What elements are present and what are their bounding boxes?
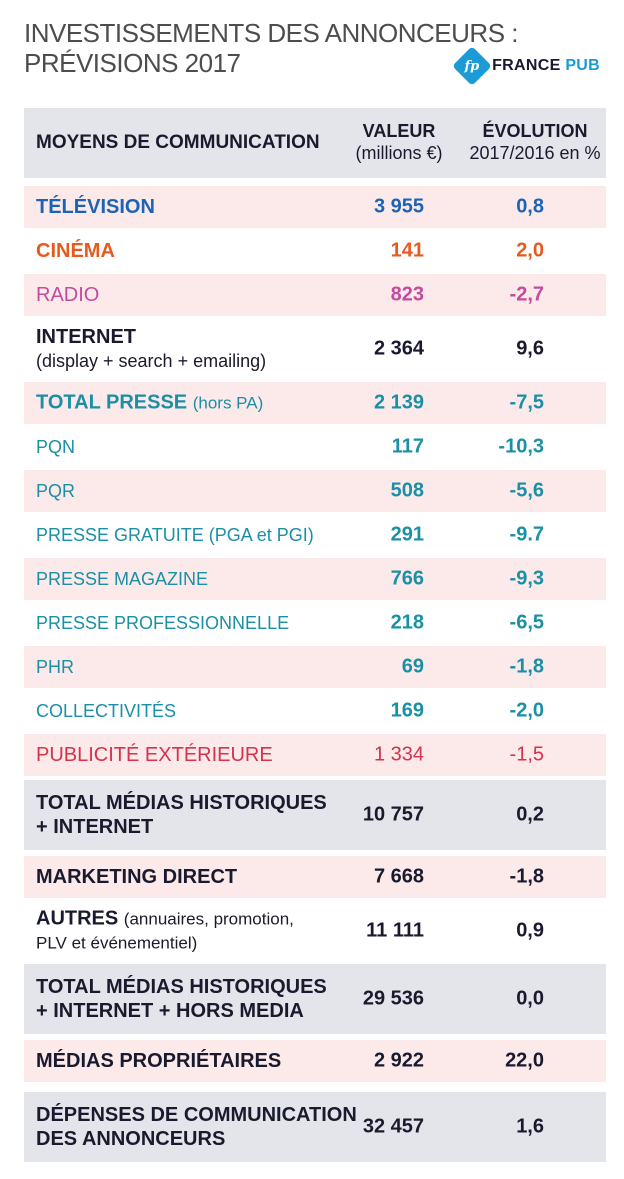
row-label: AUTRES <box>36 907 119 930</box>
row-evolution: -1,8 <box>509 865 544 888</box>
row-sublabel: (display + search + emailing) <box>36 351 267 371</box>
row-label: PQR <box>36 481 76 501</box>
row-evolution: 9,6 <box>516 337 544 360</box>
table-row-presse-gratuite: PRESSE GRATUITE (PGA et PGI) 291 -9.7 <box>24 514 606 556</box>
row-evolution: -9,3 <box>509 567 544 590</box>
row-label: TÉLÉVISION <box>36 196 155 218</box>
table-row-pqr: PQR 508 -5,6 <box>24 470 606 512</box>
fp-logo-icon: fp <box>452 46 492 86</box>
table-row-medias-proprietaires: MÉDIAS PROPRIÉTAIRES 2 922 22,0 <box>24 1040 606 1082</box>
row-evolution: -1,8 <box>509 655 544 678</box>
row-label: INTERNET <box>36 326 136 348</box>
row-evolution: -5,6 <box>509 479 544 502</box>
row-label: PRESSE PROFESSIONNELLE <box>36 613 290 633</box>
row-value: 10 757 <box>362 803 424 826</box>
row-value: 2 139 <box>373 391 424 414</box>
row-evolution: 1,6 <box>516 1115 544 1138</box>
row-value: 117 <box>391 435 424 458</box>
row-value: 1 334 <box>373 743 424 766</box>
row-value: 141 <box>390 239 424 262</box>
header-value-column: VALEUR (millions €) <box>355 121 443 163</box>
row-value: 218 <box>390 611 424 634</box>
row-label: PUBLICITÉ EXTÉRIEURE <box>36 744 273 766</box>
row-evolution: 0,2 <box>516 803 544 826</box>
row-value: 823 <box>390 283 424 306</box>
table-row-publicite-exterieure: PUBLICITÉ EXTÉRIEURE 1 334 -1,5 <box>24 734 606 776</box>
row-label: TOTAL MÉDIAS HISTORIQUES <box>36 792 327 814</box>
title-line-1: INVESTISSEMENTS DES ANNONCEURS : <box>24 18 518 48</box>
row-evolution: -6,5 <box>509 611 544 634</box>
table-row-cinema: CINÉMA 141 2,0 <box>24 230 606 272</box>
row-sublabel: + INTERNET <box>36 816 154 838</box>
title-line-2: PRÉVISIONS 2017 <box>24 48 241 78</box>
row-value: 7 668 <box>373 865 424 888</box>
table-row-internet: INTERNET (display + search + emailing) 2… <box>24 318 606 380</box>
row-value: 69 <box>401 655 424 678</box>
row-label: TOTAL MÉDIAS HISTORIQUES <box>36 976 327 998</box>
row-sublabel: (hors PA) <box>192 393 264 413</box>
table-row-presse-professionnelle: PRESSE PROFESSIONNELLE 218 -6,5 <box>24 602 606 644</box>
row-evolution: -2,0 <box>509 699 544 722</box>
table-header: MOYENS DE COMMUNICATION VALEUR (millions… <box>24 108 606 178</box>
table-row-depenses-communication: DÉPENSES DE COMMUNICATION DES ANNONCEURS… <box>24 1092 606 1162</box>
row-value: 2 364 <box>373 337 424 360</box>
header-media-column: MOYENS DE COMMUNICATION <box>36 132 320 153</box>
table-row-total-medias-historiques: TOTAL MÉDIAS HISTORIQUES + INTERNET 10 7… <box>24 780 606 850</box>
table-row-television: TÉLÉVISION 3 955 0,8 <box>24 186 606 228</box>
row-value: 508 <box>390 479 424 502</box>
row-evolution: -1,5 <box>509 743 544 766</box>
row-label: COLLECTIVITÉS <box>36 701 177 721</box>
row-value: 32 457 <box>362 1115 424 1138</box>
row-value: 291 <box>390 523 424 546</box>
row-value: 766 <box>390 567 424 590</box>
row-sublabel: DES ANNONCEURS <box>36 1128 226 1150</box>
logo-wordmark: FRANCE PUB <box>492 57 600 74</box>
row-label: RADIO <box>36 284 100 306</box>
row-evolution: -9.7 <box>509 523 544 546</box>
table-row-marketing-direct: MARKETING DIRECT 7 668 -1,8 <box>24 856 606 898</box>
row-evolution: -7,5 <box>509 391 544 414</box>
table-row-autres: AUTRES (annuaires, promotion, PLV et évé… <box>24 900 606 962</box>
row-evolution: -2,7 <box>509 283 544 306</box>
row-sublabel: + INTERNET + HORS MEDIA <box>36 1000 304 1022</box>
row-evolution: 0,8 <box>516 195 544 218</box>
row-value: 29 536 <box>362 987 424 1010</box>
row-evolution: 0,9 <box>516 919 544 942</box>
table-row-pqn: PQN 117 -10,3 <box>24 426 606 468</box>
table-row-total-hors-media: TOTAL MÉDIAS HISTORIQUES + INTERNET + HO… <box>24 964 606 1034</box>
row-evolution: 2,0 <box>516 239 544 262</box>
table-row-radio: RADIO 823 -2,7 <box>24 274 606 316</box>
page-title: INVESTISSEMENTS DES ANNONCEURS : PRÉVISI… <box>24 18 518 78</box>
row-evolution: 22,0 <box>505 1049 544 1072</box>
row-label: TOTAL PRESSE <box>36 391 188 414</box>
row-label: CINÉMA <box>36 240 115 262</box>
table-row-total-presse: TOTAL PRESSE (hors PA) 2 139 -7,5 <box>24 382 606 424</box>
row-value: 11 111 <box>366 919 424 942</box>
france-pub-logo: fp FRANCE PUB <box>452 46 600 86</box>
row-label: PHR <box>36 657 75 677</box>
row-label: PQN <box>36 437 76 457</box>
table-row-phr: PHR 69 -1,8 <box>24 646 606 688</box>
row-sublabel: (annuaires, promotion, <box>123 909 294 929</box>
row-value: 169 <box>390 699 424 722</box>
table-row-collectivites: COLLECTIVITÉS 169 -2,0 <box>24 690 606 732</box>
row-value: 3 955 <box>373 195 424 218</box>
row-label: PRESSE GRATUITE (PGA et PGI) <box>36 525 314 545</box>
row-value: 2 922 <box>373 1049 424 1072</box>
row-label: PRESSE MAGAZINE <box>36 569 209 589</box>
table-row-presse-magazine: PRESSE MAGAZINE 766 -9,3 <box>24 558 606 600</box>
row-sublabel-2: PLV et événementiel) <box>36 933 198 953</box>
row-label: MARKETING DIRECT <box>36 866 238 888</box>
row-label: MÉDIAS PROPRIÉTAIRES <box>36 1050 282 1072</box>
row-evolution: 0,0 <box>516 987 544 1010</box>
header-evolution-column: ÉVOLUTION 2017/2016 en % <box>469 121 601 163</box>
row-label: DÉPENSES DE COMMUNICATION <box>36 1104 357 1126</box>
row-evolution: -10,3 <box>498 435 544 458</box>
